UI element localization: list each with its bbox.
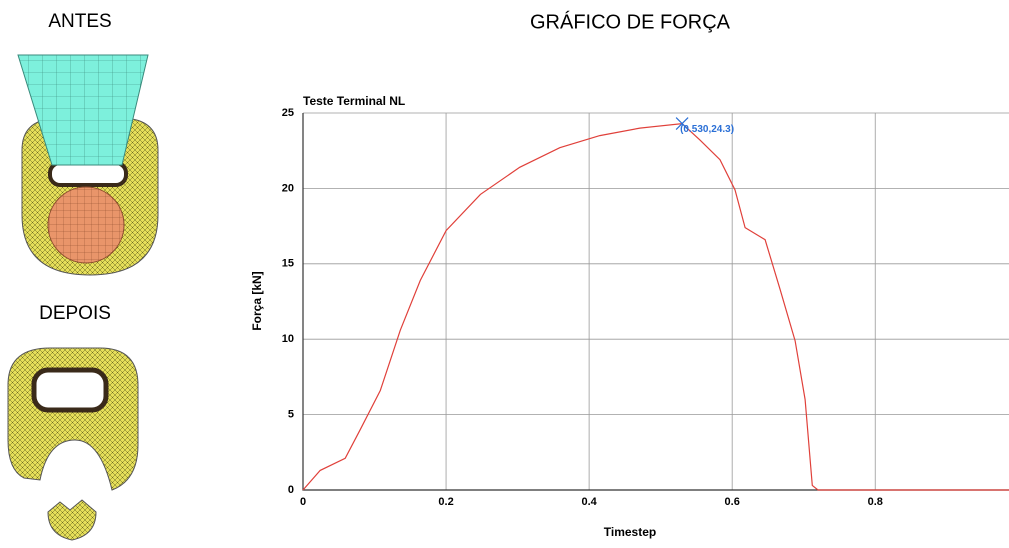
y-axis-label: Força [kN] bbox=[250, 271, 264, 330]
axis-frame bbox=[303, 113, 1009, 490]
y-tick-label: 20 bbox=[282, 182, 294, 194]
x-tick-label: 0 bbox=[300, 496, 306, 508]
chart-heading: GRÁFICO DE FORÇA bbox=[530, 10, 731, 33]
data-line bbox=[303, 124, 1009, 490]
before-mesh bbox=[18, 55, 158, 275]
annotation-text: (0.530,24.3) bbox=[680, 124, 734, 135]
slide: ANTES DEPOIS GRÁFICO DE FORÇA Teste Term… bbox=[0, 0, 1009, 543]
after-mesh bbox=[8, 348, 138, 540]
y-tick-label: 10 bbox=[282, 333, 294, 345]
chart-title: Teste Terminal NL bbox=[303, 94, 405, 108]
y-tick-label: 5 bbox=[288, 409, 294, 421]
x-tick-label: 0.6 bbox=[725, 496, 740, 508]
y-tick-label: 15 bbox=[282, 258, 294, 270]
before-label: ANTES bbox=[48, 11, 111, 32]
x-tick-label: 0.8 bbox=[868, 496, 883, 508]
x-axis-label: Timestep bbox=[604, 525, 656, 539]
y-tick-label: 25 bbox=[282, 107, 294, 119]
y-tick-label: 0 bbox=[288, 484, 294, 496]
x-tick-label: 0.4 bbox=[581, 496, 597, 508]
x-tick-label: 0.2 bbox=[438, 496, 453, 508]
after-label: DEPOIS bbox=[39, 303, 111, 324]
